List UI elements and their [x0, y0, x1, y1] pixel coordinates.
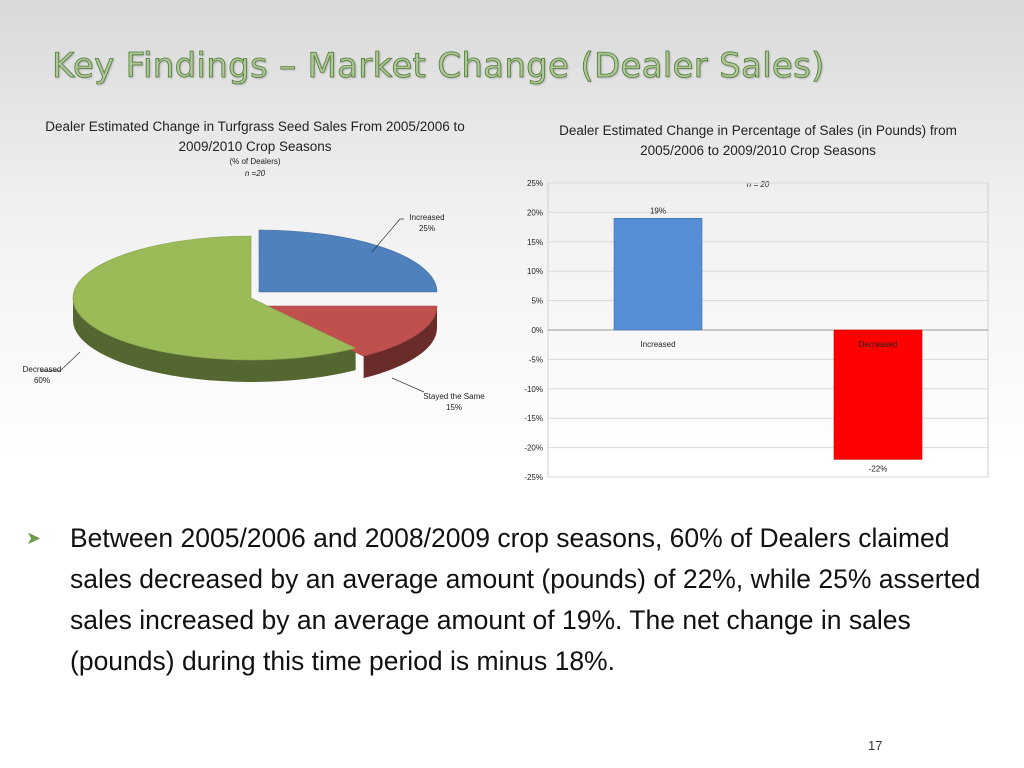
y-tick-label: 5%	[531, 297, 543, 306]
x-category-label: Decreased	[859, 340, 898, 349]
pie-slice-stayed-the-same	[258, 305, 438, 357]
pie-slice-increased	[258, 229, 438, 293]
bar-value-label: -22%	[869, 464, 888, 473]
y-tick-label: -10%	[524, 385, 543, 394]
pie-label-increased-value: 25%	[418, 224, 435, 233]
pie-label-stayed-name: Stayed the Same	[423, 392, 485, 401]
pie-chart-subtitle: (% of Dealers)	[229, 157, 281, 166]
y-tick-label: 10%	[527, 267, 543, 276]
y-tick-label: -25%	[524, 473, 543, 482]
y-tick-label: -20%	[524, 444, 543, 453]
bar-chart-title: Dealer Estimated Change in Percentage of…	[559, 123, 957, 158]
pie-label-stayed-the-same: Stayed the Same 15%	[412, 391, 496, 413]
y-tick-label: -15%	[524, 414, 543, 423]
pie-chart-title: Dealer Estimated Change in Turfgrass See…	[45, 119, 465, 154]
pie-label-decreased-name: Decreased	[22, 365, 62, 374]
pie-side-decreased	[73, 298, 356, 382]
bar-decreased	[833, 329, 923, 460]
y-tick-label: 25%	[527, 179, 543, 188]
bar-chart-n-note: n = 20	[746, 180, 770, 189]
y-tick-label: -5%	[529, 355, 543, 364]
bullet-text: Between 2005/2006 and 2008/2009 crop sea…	[70, 523, 981, 676]
x-category-label: Increased	[640, 340, 675, 349]
y-tick-label: 15%	[527, 238, 543, 247]
pie-chart-n-note: n =20	[244, 169, 266, 178]
y-tick-label: 20%	[527, 208, 543, 217]
page-number: 17	[868, 738, 883, 753]
bullet-arrow-icon: ➤	[26, 528, 42, 548]
pie-label-decreased-value: 60%	[33, 376, 50, 385]
bar-value-label: 19%	[650, 206, 666, 215]
pie-leader-line	[371, 218, 404, 253]
pie-label-stayed-value: 15%	[445, 403, 462, 412]
pie-slice-decreased	[72, 235, 357, 361]
pie-label-decreased: Decreased 60%	[12, 364, 72, 386]
bar-increased	[613, 217, 703, 331]
y-tick-label: 0%	[531, 326, 543, 335]
pie-leader-line	[391, 377, 425, 393]
pie-label-increased-name: Increased	[409, 213, 445, 222]
pie-leader-line	[40, 351, 81, 372]
slide-title: Key Findings – Market Change (Dealer Sal…	[52, 46, 825, 87]
pie-side-stayed-the-same	[363, 306, 437, 379]
pie-label-increased: Increased 25%	[398, 212, 456, 234]
